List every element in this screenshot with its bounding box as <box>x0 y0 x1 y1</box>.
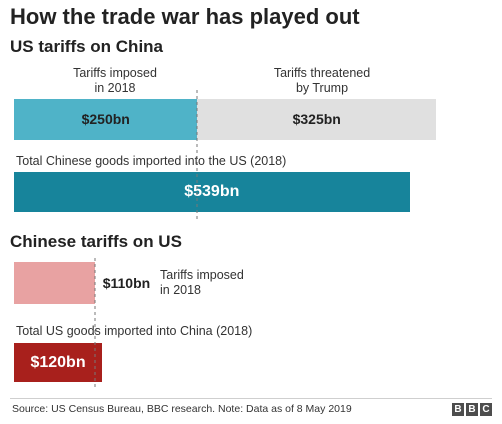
data-label-us-total: $539bn <box>184 183 240 200</box>
us-imposed-column-header: Tariffs imposed in 2018 <box>50 66 180 96</box>
bbc-logo: B B C <box>452 403 492 416</box>
china-imposed-note-line2: in 2018 <box>160 283 202 297</box>
bar-us-tariffs-imposed <box>14 99 198 140</box>
us-imposed-header-line1: Tariffs imposed <box>73 66 157 80</box>
us-threatened-header-line1: Tariffs threatened <box>273 66 371 80</box>
chart-title: How the trade war has played out <box>10 4 360 29</box>
data-label-china-total: $120bn <box>30 354 86 371</box>
bar-china-tariffs-imposed <box>14 262 95 304</box>
data-label-china-imposed: $110bn <box>102 275 151 291</box>
bbc-logo-letter-2: B <box>466 403 478 416</box>
china-tariffs-heading: Chinese tariffs on US <box>10 232 182 251</box>
china-imposed-guide-line <box>94 258 96 388</box>
us-imposed-header-line2: in 2018 <box>94 81 136 95</box>
source-note: Source: US Census Bureau, BBC research. … <box>12 403 352 415</box>
bar-us-total-imports <box>14 172 410 212</box>
us-threatened-header-line2: by Trump <box>295 81 349 95</box>
footer-divider <box>10 398 492 399</box>
bar-us-tariffs-threatened <box>197 99 436 140</box>
us-imposed-guide-line <box>196 90 198 220</box>
data-label-us-imposed: $250bn <box>81 111 130 127</box>
bar-china-total-imports <box>14 343 103 382</box>
china-total-caption: Total US goods imported into China (2018… <box>16 324 253 338</box>
china-imposed-note-line1: Tariffs imposed <box>160 268 244 282</box>
us-threatened-column-header: Tariffs threatened by Trump <box>242 66 402 96</box>
data-label-us-threatened: $325bn <box>292 111 341 127</box>
bbc-logo-letter-3: C <box>480 403 492 416</box>
us-tariffs-heading: US tariffs on China <box>10 37 164 56</box>
china-imposed-note: Tariffs imposed in 2018 <box>160 268 244 298</box>
us-total-caption: Total Chinese goods imported into the US… <box>16 154 287 168</box>
bbc-logo-letter-1: B <box>452 403 464 416</box>
